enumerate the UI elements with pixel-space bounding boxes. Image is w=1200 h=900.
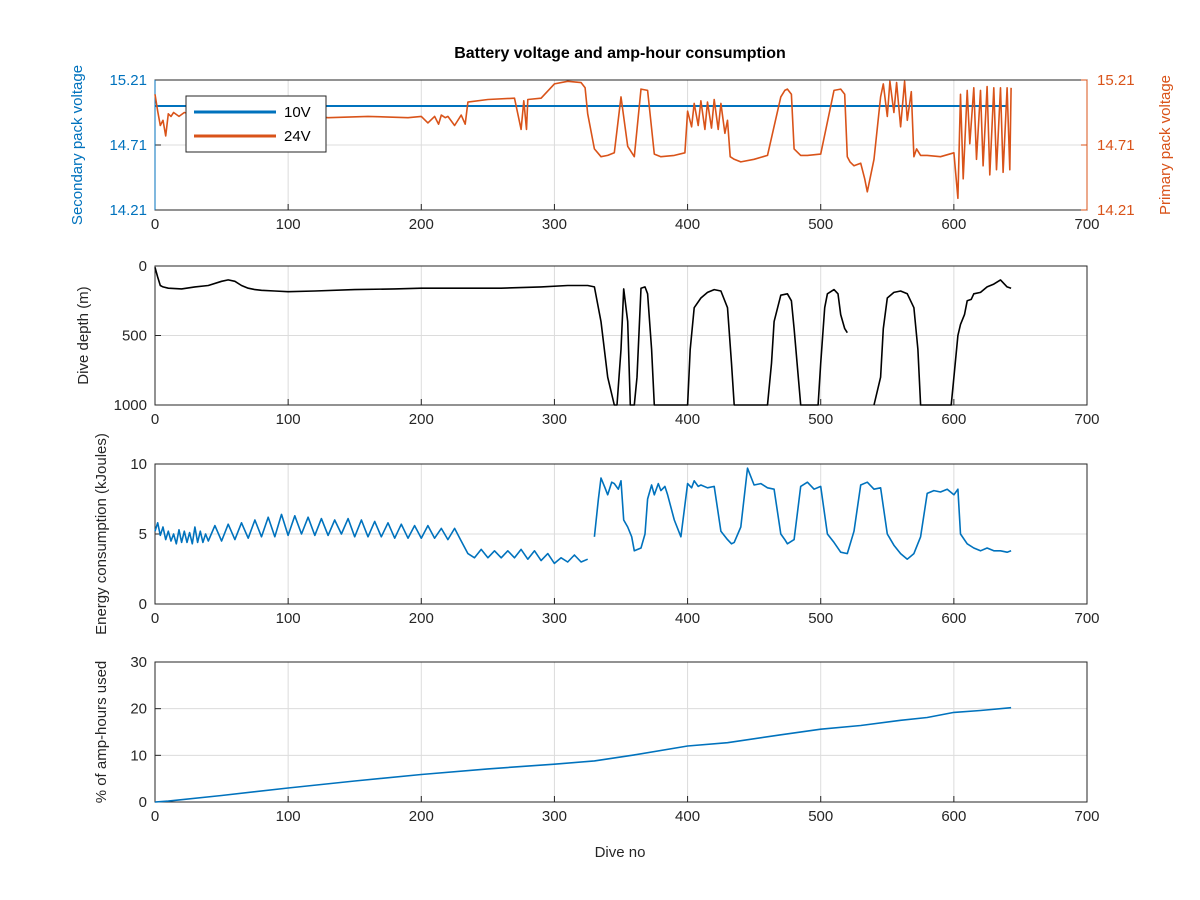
x-tick-label: 100 xyxy=(276,610,301,627)
x-tick-label: 200 xyxy=(409,411,434,428)
right-y-tick-label: 14.21 xyxy=(1097,202,1135,219)
series-line-2 xyxy=(154,267,1012,406)
x-tick-label: 600 xyxy=(941,411,966,428)
legend-label: 24V xyxy=(284,128,311,145)
x-tick-label: 300 xyxy=(542,808,567,825)
x-tick-label: 500 xyxy=(808,216,833,233)
y-axis-title: % of amp-hours used xyxy=(93,661,110,804)
x-tick-label: 0 xyxy=(151,411,159,428)
y-axis-title: Energy consumption (kJoules) xyxy=(93,433,110,635)
x-tick-label: 500 xyxy=(808,610,833,627)
x-tick-label: 500 xyxy=(808,411,833,428)
y-tick-label: 14.71 xyxy=(109,137,147,154)
y-tick-label: 15.21 xyxy=(109,72,147,89)
series-line-3 xyxy=(154,467,1012,565)
x-tick-label: 700 xyxy=(1074,808,1099,825)
y-tick-label: 10 xyxy=(130,747,147,764)
x-tick-label: 700 xyxy=(1074,216,1099,233)
x-tick-label: 200 xyxy=(409,610,434,627)
x-tick-label: 700 xyxy=(1074,411,1099,428)
right-y-tick-label: 15.21 xyxy=(1097,72,1135,89)
x-tick-label: 300 xyxy=(542,610,567,627)
plot-area: 0 100 200 300 400 500 600 70014.2114.7115.21Sec… xyxy=(69,65,1174,825)
x-tick-label: 400 xyxy=(675,808,700,825)
x-tick-label: 200 xyxy=(409,216,434,233)
series-line-4 xyxy=(154,706,1012,803)
x-tick-label: 200 xyxy=(409,808,434,825)
y-axis-title: Dive depth (m) xyxy=(75,286,92,384)
subplot-1: 0 100 200 300 400 500 600 70014.2114.7115.21Sec… xyxy=(69,65,1174,233)
axes-border xyxy=(154,463,1088,605)
right-y-axis-title: Primary pack voltage xyxy=(1157,75,1174,215)
y-tick-label: 500 xyxy=(122,328,147,345)
legend-box xyxy=(185,95,327,153)
x-axis-title: Dive no xyxy=(595,844,646,861)
y-tick-label: 0 xyxy=(139,258,147,275)
y-tick-label: 1000 xyxy=(114,397,147,414)
axes-box xyxy=(154,661,1088,803)
legend-label: 10V xyxy=(284,104,311,121)
series-line-24v xyxy=(154,80,1012,200)
x-tick-label: 300 xyxy=(542,411,567,428)
y-axis-title: Secondary pack voltage xyxy=(69,65,86,225)
y-tick-label: 5 xyxy=(139,526,147,543)
y-tick-label: 20 xyxy=(130,701,147,718)
y-tick-label: 10 xyxy=(130,456,147,473)
subplot-3: 0 100 200 300 400 500 600 700 0 5 10 Energy consump… xyxy=(93,433,1100,635)
x-tick-label: 600 xyxy=(941,216,966,233)
x-tick-label: 0 xyxy=(151,610,159,627)
y-tick-label: 0 xyxy=(139,794,147,811)
x-tick-label: 600 xyxy=(941,808,966,825)
x-tick-label: 100 xyxy=(276,216,301,233)
x-tick-label: 500 xyxy=(808,808,833,825)
right-y-tick-label: 14.71 xyxy=(1097,137,1135,154)
subplot-4: 0 100 200 300 400 500 600 700 0 10 20 30 % of amp-ho… xyxy=(93,654,1100,825)
x-tick-label: 300 xyxy=(542,216,567,233)
x-tick-label: 400 xyxy=(675,610,700,627)
subplot-2: 0 100 200 300 400 500 600 700 0 500 1000 Dive depth… xyxy=(75,258,1100,428)
x-tick-label: 100 xyxy=(276,808,301,825)
x-tick-label: 700 xyxy=(1074,610,1099,627)
y-tick-label: 14.21 xyxy=(109,202,147,219)
y-tick-label: 0 xyxy=(139,596,147,613)
x-tick-label: 400 xyxy=(675,411,700,428)
x-tick-label: 400 xyxy=(675,216,700,233)
x-tick-label: 600 xyxy=(941,610,966,627)
x-tick-label: 100 xyxy=(276,411,301,428)
chart-title: Battery voltage and amp-hour consumption xyxy=(454,45,786,62)
x-tick-label: 0 xyxy=(151,808,159,825)
x-tick-label: 0 xyxy=(151,216,159,233)
axes-border xyxy=(154,661,1088,803)
axes-border xyxy=(154,265,1088,406)
y-tick-label: 30 xyxy=(130,654,147,671)
